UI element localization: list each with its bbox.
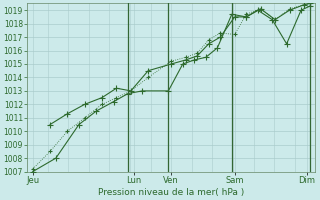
X-axis label: Pression niveau de la mer( hPa ): Pression niveau de la mer( hPa ) — [98, 188, 244, 197]
